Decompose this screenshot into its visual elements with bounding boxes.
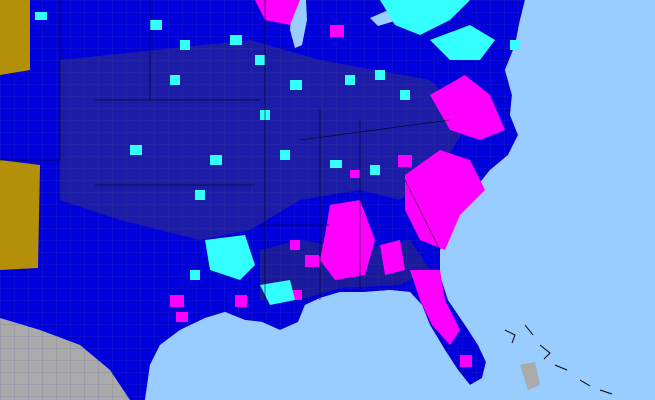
state-borders	[0, 0, 451, 300]
islands	[504, 324, 613, 395]
island	[520, 362, 540, 390]
olive-region	[0, 0, 30, 75]
magenta-areas	[170, 0, 505, 367]
olive-region	[0, 160, 40, 270]
gulf	[145, 290, 482, 400]
atlantic	[440, 0, 655, 400]
